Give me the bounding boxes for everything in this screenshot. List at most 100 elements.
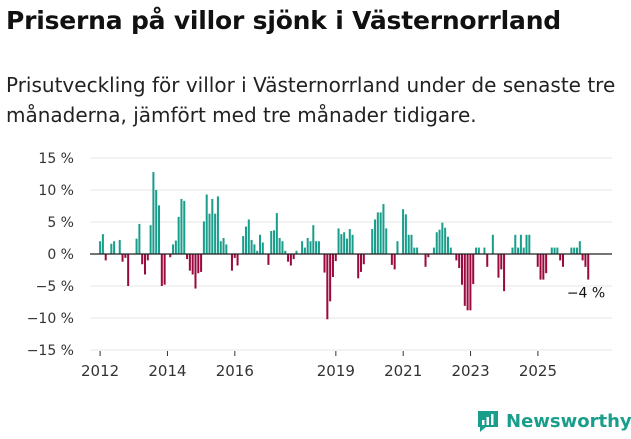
bar [379, 212, 382, 254]
bar [281, 241, 284, 254]
bar [169, 254, 172, 258]
x-tick-label: 2021 [384, 362, 422, 380]
y-tick-label: −5 % [36, 279, 74, 295]
bar [135, 238, 138, 254]
bar [225, 244, 228, 254]
x-tick-label: 2014 [148, 362, 186, 380]
bar [303, 247, 306, 254]
bar [138, 223, 141, 254]
bar [242, 236, 245, 254]
bar [334, 254, 337, 262]
value-annotation: −4 % [567, 286, 605, 302]
bar [511, 247, 514, 254]
bar [261, 242, 264, 254]
bar [183, 200, 186, 254]
bar [559, 254, 562, 261]
bar [177, 216, 180, 254]
y-tick-label: −10 % [27, 311, 74, 327]
bar [331, 254, 334, 278]
bar [323, 254, 326, 273]
bar [278, 238, 281, 254]
bar [556, 247, 559, 254]
bar [127, 254, 130, 286]
bar [101, 234, 104, 254]
bar [393, 254, 396, 270]
bar [348, 229, 351, 254]
bar [329, 254, 332, 302]
bar [410, 234, 413, 254]
bar [104, 254, 107, 261]
bar [160, 254, 163, 286]
bar [211, 198, 214, 254]
bar [256, 250, 259, 254]
bar [472, 254, 475, 285]
bar [455, 254, 458, 261]
bar [573, 247, 576, 254]
bar [362, 254, 365, 265]
bar [149, 225, 152, 254]
bar [292, 254, 295, 260]
x-tick-label: 2025 [519, 362, 557, 380]
bar [110, 243, 113, 254]
bar [466, 254, 469, 311]
chart-title: Priserna på villor sjönk i Västernorrlan… [6, 6, 561, 35]
bar [230, 254, 233, 271]
bar [483, 247, 486, 254]
bar [500, 254, 503, 270]
bar [326, 254, 329, 320]
bar [469, 254, 472, 311]
bar [458, 254, 461, 269]
y-tick-label: −15 % [27, 343, 74, 359]
bar [407, 234, 410, 254]
bar [371, 229, 374, 254]
x-tick-label: 2019 [317, 362, 355, 380]
bar [536, 254, 539, 267]
bar [309, 241, 312, 254]
bar [561, 254, 564, 267]
bar [337, 228, 340, 254]
bar [301, 241, 304, 254]
bar [438, 229, 441, 254]
bar [528, 234, 531, 254]
bar [315, 241, 318, 254]
brand-name: Newsworthy [506, 410, 631, 432]
bar [270, 230, 273, 254]
bar [236, 254, 239, 266]
bar [180, 198, 183, 254]
bar [542, 254, 545, 280]
bar [188, 254, 191, 271]
bar [444, 227, 447, 254]
chart-subtitle: Prisutveckling för villor i Västernorrla… [6, 73, 616, 127]
x-tick-label: 2012 [81, 362, 119, 380]
bar [253, 244, 256, 254]
bar [517, 247, 520, 254]
bar [312, 225, 315, 254]
bar [146, 254, 149, 261]
bar [343, 232, 346, 254]
bar [441, 222, 444, 254]
bar [208, 213, 211, 254]
bar [273, 230, 276, 254]
bar [357, 254, 360, 279]
bar [396, 241, 399, 254]
bar [174, 240, 177, 254]
bar [460, 254, 464, 285]
bar [284, 250, 287, 254]
bar [200, 254, 203, 272]
bar [317, 241, 320, 254]
bar [306, 238, 309, 254]
bar [491, 234, 494, 254]
bar [477, 247, 480, 254]
bar [570, 247, 573, 254]
bar [587, 254, 590, 280]
bar [522, 247, 525, 254]
x-tick-label: 2023 [451, 362, 489, 380]
bar [247, 219, 250, 254]
bar [463, 254, 466, 306]
bar [545, 254, 548, 274]
bar [539, 254, 542, 280]
bar [205, 194, 208, 254]
bar [191, 254, 194, 275]
bar [385, 228, 388, 254]
